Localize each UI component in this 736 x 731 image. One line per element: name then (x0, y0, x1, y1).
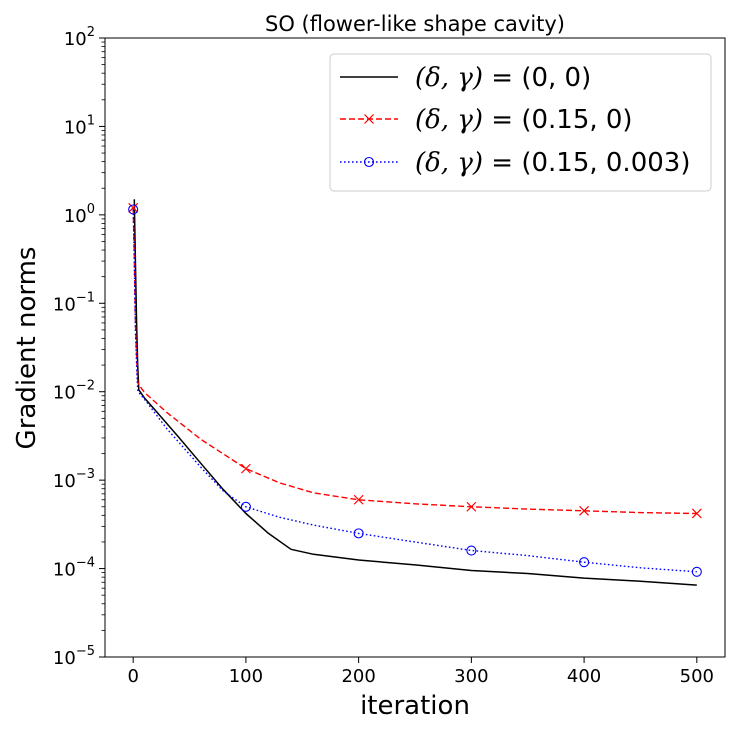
x-tick-label-3: 200 (341, 666, 375, 687)
series-2-marker-4-stroke-b (466, 501, 477, 512)
y-tick-label-2: 101 (64, 113, 95, 138)
y-tick-label-3: 100 (64, 202, 95, 227)
y-tick-label-6: 10−3 (53, 467, 95, 492)
x-tick-label-2: 100 (229, 666, 263, 687)
series-2-marker-2 (240, 463, 251, 474)
y-tick-label-8: 10−5 (53, 644, 95, 669)
series-3-marker-4 (466, 545, 477, 556)
series-2-marker-4 (466, 501, 477, 512)
series-line-1 (133, 199, 697, 586)
x-tick-label-6: 500 (680, 666, 714, 687)
series-2-marker-3-stroke-b (353, 494, 364, 505)
series-2-marker-5-stroke-b (579, 505, 590, 516)
x-axis-label: iteration (360, 691, 470, 721)
x-tick-label-4: 300 (454, 666, 488, 687)
chart-title: SO (flower-like shape cavity) (265, 12, 565, 36)
x-tick-label-1: 0 (127, 666, 138, 687)
legend-marker-3 (363, 156, 375, 168)
series-3-marker-1 (128, 204, 139, 215)
series-2-marker-1-stroke-b (128, 202, 139, 213)
x-tick-label-5: 400 (567, 666, 601, 687)
legend-label-2: (δ, γ) = (0.15, 0) (415, 105, 633, 135)
legend-label-1: (δ, γ) = (0, 0) (415, 63, 591, 93)
y-tick-label-5: 10−2 (53, 379, 95, 404)
series-3-marker-2 (240, 501, 251, 512)
series-2-marker-2-stroke-b (240, 463, 251, 474)
legend-marker-2 (364, 114, 374, 124)
series-line-2 (132, 207, 697, 515)
y-axis-label: Gradient norms (12, 247, 42, 450)
series-3-marker-6 (691, 566, 702, 577)
series-2-marker-6-stroke-b (691, 508, 702, 519)
legend-marker-2-stroke-b (364, 114, 374, 124)
series-3-marker-5 (579, 557, 590, 568)
plot-frame (104, 37, 726, 658)
y-tick-label-7: 10−4 (53, 556, 95, 581)
legend: (δ, γ) = (0, 0) (δ, γ) = (0.15, 0) (δ, γ) … (329, 53, 712, 192)
plot-area: 0 100 200 300 400 500 102 101 100 10−1 10−2 10−3 10−… (53, 25, 726, 687)
y-tick-label-1: 102 (64, 25, 95, 50)
legend-label-3: (δ, γ) = (0.15, 0.003) (415, 148, 690, 178)
y-tick-label-4: 10−1 (53, 290, 95, 315)
series-2-marker-6 (691, 508, 702, 519)
legend-box (329, 53, 712, 192)
series-2-marker-5 (579, 505, 590, 516)
series-2-marker-3 (353, 494, 364, 505)
series-2-marker-1 (128, 202, 139, 213)
series-3-marker-3 (353, 528, 364, 539)
